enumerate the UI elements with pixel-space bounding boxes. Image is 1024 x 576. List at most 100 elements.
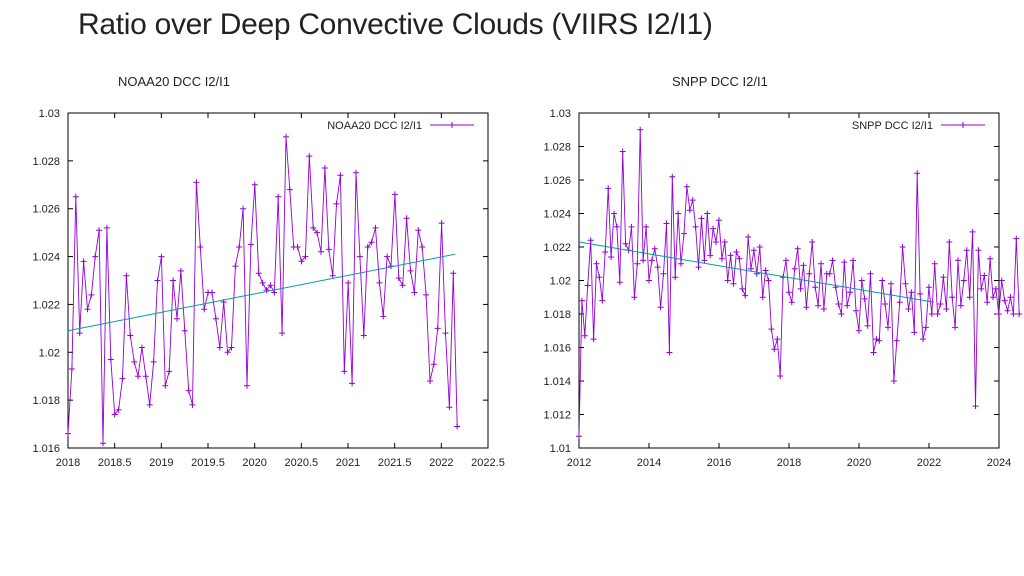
noaa20-data-point xyxy=(395,275,402,282)
noaa20-data-point xyxy=(84,306,91,313)
noaa20-data-point xyxy=(302,253,309,260)
noaa20-data-point xyxy=(333,200,340,207)
noaa20-ytick-label: 1.018 xyxy=(32,395,60,407)
noaa20-data-point xyxy=(372,224,379,231)
snpp-data-point xyxy=(1001,297,1008,304)
snpp-data-point xyxy=(893,337,900,344)
noaa20-series-line xyxy=(67,136,458,444)
snpp-data-point xyxy=(902,280,909,287)
noaa20-data-point xyxy=(68,366,75,372)
snpp-data-point xyxy=(957,302,964,309)
snpp-xtick-label: 2020 xyxy=(847,457,871,469)
noaa20-data-point xyxy=(321,165,328,171)
noaa20-data-point xyxy=(271,289,278,296)
snpp-xtick-label: 2022 xyxy=(917,457,941,469)
noaa20-data-point xyxy=(306,153,313,160)
snpp-ytick-label: 1.026 xyxy=(543,175,571,187)
snpp-data-point xyxy=(715,217,722,224)
snpp-data-point xyxy=(864,322,871,329)
snpp-data-point xyxy=(992,285,999,292)
snpp-data-point xyxy=(803,304,810,311)
snpp-data-point xyxy=(838,311,845,317)
noaa20-data-point xyxy=(111,411,118,418)
snpp-data-point xyxy=(681,230,687,237)
noaa20-ytick-label: 1.03 xyxy=(39,108,60,120)
snpp-data-point xyxy=(619,148,626,155)
noaa20-ytick-label: 1.022 xyxy=(32,299,60,311)
noaa20-data-point xyxy=(170,277,177,284)
snpp-data-point xyxy=(922,324,929,331)
noaa20-data-point xyxy=(103,224,110,231)
noaa20-xtick-label: 2020 xyxy=(242,457,266,469)
snpp-xtick-label: 2016 xyxy=(707,457,731,469)
snpp-data-point xyxy=(853,307,859,314)
snpp-data-point xyxy=(657,304,664,311)
snpp-data-point xyxy=(800,262,807,269)
snpp-xtick-label: 2014 xyxy=(637,457,661,469)
noaa20-legend-marker xyxy=(449,122,455,128)
snpp-trend-line xyxy=(578,241,935,303)
snpp-data-point xyxy=(984,299,991,306)
snpp-data-point xyxy=(858,277,865,284)
noaa20-data-point xyxy=(115,406,122,413)
snpp-data-point xyxy=(724,277,731,284)
snpp-data-point xyxy=(783,257,789,264)
noaa20-data-point xyxy=(185,387,192,394)
noaa20-data-point xyxy=(146,401,153,408)
snpp-data-point xyxy=(995,311,1002,317)
snpp-data-point xyxy=(960,277,967,284)
noaa20-data-point xyxy=(201,306,208,313)
noaa20-data-point xyxy=(267,282,274,289)
snpp-data-point xyxy=(879,277,886,284)
noaa20-data-point xyxy=(232,263,239,270)
snpp-data-point xyxy=(806,270,813,277)
snpp-data-point xyxy=(1007,294,1014,301)
noaa20-data-point xyxy=(286,186,293,193)
noaa20-data-point xyxy=(197,244,204,250)
snpp-data-point xyxy=(791,265,798,272)
snpp-data-point xyxy=(602,249,609,255)
noaa20-data-point xyxy=(174,315,180,322)
noaa20-data-point xyxy=(80,258,87,265)
snpp-data-point xyxy=(826,270,833,277)
snpp-data-point xyxy=(975,247,982,254)
snpp-data-point xyxy=(925,284,932,291)
noaa20-data-point xyxy=(430,361,437,368)
snpp-data-point xyxy=(675,210,682,217)
noaa20-xtick-label: 2020.5 xyxy=(285,457,319,469)
snpp-data-point xyxy=(637,126,644,133)
noaa20-trend-line xyxy=(67,253,456,332)
snpp-data-point xyxy=(812,284,819,291)
snpp-data-point xyxy=(835,301,842,307)
noaa20-data-point xyxy=(279,330,286,337)
noaa20-data-point xyxy=(255,270,262,277)
snpp-data-point xyxy=(762,267,769,274)
snpp-data-point xyxy=(861,295,868,302)
noaa20-data-point xyxy=(310,224,317,231)
snpp-data-point xyxy=(940,274,947,281)
snpp-data-point xyxy=(596,274,603,281)
noaa20-data-point xyxy=(376,279,383,286)
noaa20-data-point xyxy=(244,382,250,389)
noaa20-data-point xyxy=(391,191,398,198)
snpp-data-point xyxy=(672,274,679,281)
snpp-data-point xyxy=(616,279,623,286)
noaa20-data-point xyxy=(224,349,231,356)
noaa20-ytick-label: 1.016 xyxy=(32,443,60,455)
snpp-data-point xyxy=(952,324,959,331)
snpp-data-point xyxy=(599,297,606,304)
slide-title: Ratio over Deep Convective Clouds (VIIRS… xyxy=(78,8,713,41)
noaa20-ytick-label: 1.026 xyxy=(32,204,60,216)
snpp-data-point xyxy=(774,336,781,343)
noaa20-data-point xyxy=(314,229,321,236)
snpp-data-point xyxy=(1004,307,1011,314)
noaa20-data-point xyxy=(181,327,188,334)
snpp-data-point xyxy=(794,245,801,252)
snpp-ytick-label: 1.02 xyxy=(550,276,571,288)
snpp-data-point xyxy=(785,289,792,296)
snpp-data-point xyxy=(905,306,912,312)
noaa20-data-point xyxy=(154,277,161,284)
snpp-data-point xyxy=(669,173,676,180)
snpp-data-point xyxy=(640,257,647,264)
snpp-data-point xyxy=(584,282,591,289)
